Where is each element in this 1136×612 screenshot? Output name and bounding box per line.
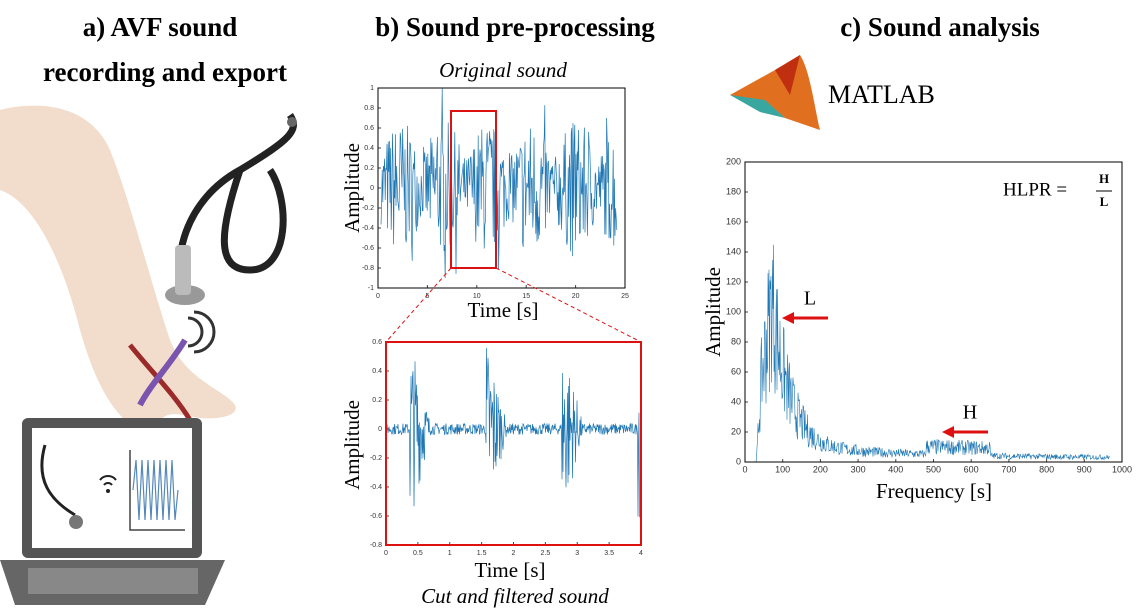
y-tick-label: 20 — [731, 426, 741, 436]
x-tick-label: 2.5 — [541, 550, 551, 557]
y-tick-label: -0.2 — [362, 205, 374, 212]
plot-frame — [385, 341, 642, 546]
plot-frame — [377, 87, 626, 289]
x-tick-label: 0.5 — [413, 550, 423, 557]
x-tick-label: 800 — [1039, 464, 1054, 474]
formula-numerator: H — [1099, 171, 1109, 186]
y-tick-label: 140 — [726, 246, 741, 256]
x-tick-label: 3 — [575, 550, 579, 557]
y-tick-label: 0.8 — [364, 105, 374, 112]
stethoscope-illustration — [165, 113, 297, 305]
x-tick-label: 400 — [888, 464, 903, 474]
x-tick-label: 0 — [742, 464, 747, 474]
x-tick-label: 900 — [1077, 464, 1092, 474]
zoom-line — [385, 267, 452, 343]
y-tick-label: 0.6 — [372, 339, 382, 346]
y-axis-label: Amplitude — [340, 143, 364, 233]
y-tick-label: 60 — [731, 366, 741, 376]
caption: Cut and filtered sound — [421, 584, 609, 608]
y-tick-label: 0.2 — [372, 397, 382, 404]
x-tick-label: 3.5 — [604, 550, 614, 557]
y-tick-label: -0.4 — [370, 484, 382, 491]
y-tick-label: 0 — [378, 426, 382, 433]
x-axis-label: Time [s] — [468, 298, 539, 322]
y-tick-label: 0 — [370, 185, 374, 192]
x-tick-label: 100 — [775, 464, 790, 474]
x-tick-label: 1000 — [1112, 464, 1132, 474]
y-tick-label: -1 — [368, 285, 374, 292]
y-tick-label: 0.2 — [364, 165, 374, 172]
y-tick-label: 0 — [736, 456, 741, 466]
x-tick-label: 10 — [473, 293, 481, 300]
x-tick-label: 20 — [572, 293, 580, 300]
matlab-logo — [730, 55, 820, 130]
panel-title: recording and export — [43, 57, 287, 87]
y-tick-label: 0.4 — [364, 145, 374, 152]
arrows — [782, 312, 988, 438]
y-tick-label: 1 — [370, 85, 374, 92]
plot-frame — [744, 161, 1123, 463]
x-tick-label: 0 — [384, 550, 388, 557]
formula: HLPR = — [1003, 179, 1067, 200]
annotation: H — [963, 402, 977, 424]
y-tick-label: -0.2 — [370, 455, 382, 462]
formula-denominator: L — [1100, 194, 1109, 209]
x-tick-label: 5 — [425, 293, 429, 300]
selection — [450, 110, 497, 269]
x-tick-label: 700 — [1001, 464, 1016, 474]
x-axis-label: Frequency [s] — [876, 479, 992, 503]
arm-illustration — [0, 105, 236, 441]
spectrum — [745, 244, 1110, 463]
waveform — [380, 88, 618, 279]
y-tick-label: 80 — [731, 336, 741, 346]
y-tick-label: -0.8 — [370, 542, 382, 549]
x-tick-label: 15 — [522, 293, 530, 300]
x-tick-label: 600 — [964, 464, 979, 474]
x-tick-label: 1 — [448, 550, 452, 557]
panel-title: a) AVF sound — [83, 12, 238, 42]
y-tick-label: 100 — [726, 306, 741, 316]
y-tick-label: 0.6 — [364, 125, 374, 132]
x-tick-label: 4 — [639, 550, 643, 557]
y-tick-label: 180 — [726, 186, 741, 196]
x-tick-label: 1.5 — [477, 550, 487, 557]
laptop-illustration — [0, 418, 225, 605]
y-tick-label: -0.4 — [362, 225, 374, 232]
y-axis-label: Amplitude — [701, 267, 725, 357]
y-tick-label: -0.6 — [362, 245, 374, 252]
y-tick-label: -0.6 — [370, 513, 382, 520]
x-tick-label: 25 — [621, 293, 629, 300]
panel-title: c) Sound analysis — [840, 12, 1040, 42]
x-tick-label: 300 — [851, 464, 866, 474]
annotation: L — [804, 288, 816, 310]
y-tick-label: 120 — [726, 276, 741, 286]
y-tick-label: 200 — [726, 156, 741, 166]
x-tick-label: 2 — [512, 550, 516, 557]
waveform — [386, 347, 640, 518]
x-tick-label: 0 — [376, 293, 380, 300]
x-tick-label: 500 — [926, 464, 941, 474]
logo-text: MATLAB — [828, 80, 935, 109]
x-tick-label: 200 — [813, 464, 828, 474]
y-tick-label: -0.8 — [362, 265, 374, 272]
y-tick-label: 40 — [731, 396, 741, 406]
y-tick-label: 160 — [726, 216, 741, 226]
zoom-line — [495, 267, 642, 343]
y-tick-label: 0.4 — [372, 368, 382, 375]
panel-title: b) Sound pre-processing — [375, 12, 655, 42]
y-axis-label: Amplitude — [340, 400, 364, 490]
caption: Original sound — [439, 58, 567, 82]
x-axis-label: Time [s] — [475, 558, 546, 582]
